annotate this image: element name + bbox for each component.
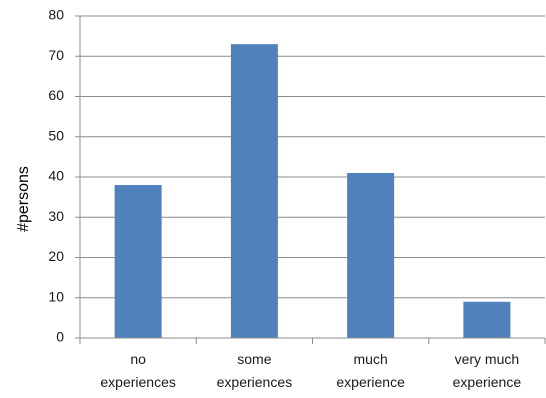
- x-tick-label: very much: [455, 351, 520, 367]
- y-tick-label: 70: [48, 47, 64, 63]
- y-tick-label: 50: [48, 127, 64, 143]
- x-tick-label: experiences: [217, 374, 293, 390]
- y-tick-label: 60: [48, 87, 64, 103]
- x-tick-label: no: [130, 351, 146, 367]
- y-tick-label: 80: [48, 7, 64, 23]
- x-tick-label: experience: [453, 374, 522, 390]
- y-axis-ticks: 0 10 20 30 40 50 60 70 80: [48, 7, 80, 345]
- y-tick-label: 20: [48, 248, 64, 264]
- y-axis-title: #persons: [15, 166, 32, 232]
- x-tick-label: experiences: [100, 374, 176, 390]
- x-tick-label: experience: [336, 374, 405, 390]
- bar: [230, 44, 278, 339]
- x-tick-label: some: [237, 351, 271, 367]
- x-tick-label: much: [354, 351, 388, 367]
- x-axis-labels: no experiences some experiences much experien…: [100, 351, 521, 390]
- y-tick-label: 10: [48, 288, 64, 304]
- y-tick-label: 40: [48, 168, 64, 184]
- bar: [463, 301, 511, 338]
- bars: [114, 44, 511, 339]
- bar: [347, 172, 395, 338]
- y-tick-label: 30: [48, 208, 64, 224]
- bar: [114, 185, 162, 338]
- x-axis: [79, 16, 546, 344]
- y-tick-label: 0: [56, 329, 64, 345]
